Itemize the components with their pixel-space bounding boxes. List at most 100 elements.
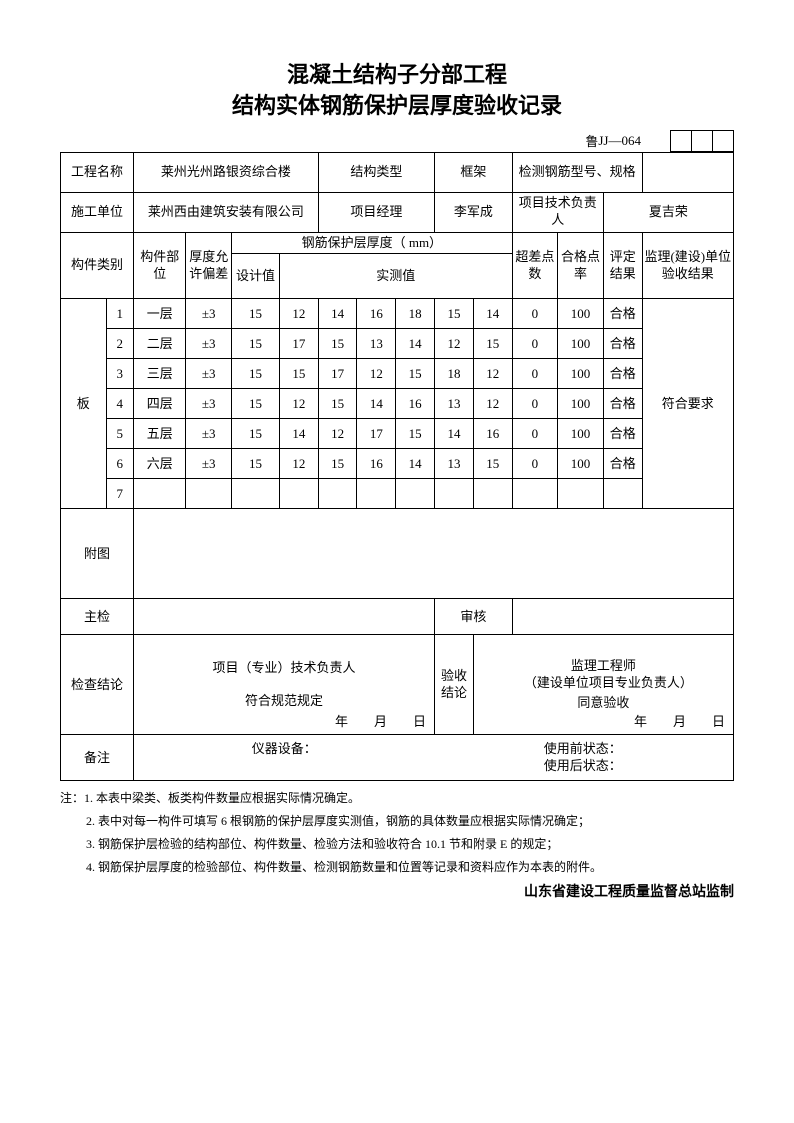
cell: 15 bbox=[396, 419, 435, 449]
remark-equip: 仪器设备： bbox=[135, 741, 434, 758]
cell: 四层 bbox=[133, 389, 185, 419]
cell: 12 bbox=[473, 389, 512, 419]
val-proj-name: 莱州光州路银资综合楼 bbox=[133, 152, 318, 192]
val-pm: 李军成 bbox=[435, 192, 513, 232]
cell: 100 bbox=[558, 359, 604, 389]
note-4: 4. 钢筋保护层厚度的检验部位、构件数量、检测钢筋数量和位置等记录和资料应作为本… bbox=[60, 856, 734, 879]
cell bbox=[396, 479, 435, 509]
cell: 15 bbox=[232, 359, 280, 389]
review-area bbox=[512, 599, 733, 635]
cell bbox=[435, 479, 474, 509]
accept-concl-body: 同意验收 bbox=[475, 695, 732, 712]
label-review: 审核 bbox=[435, 599, 513, 635]
table-row: 6六层±3151215161413150100合格 bbox=[61, 449, 734, 479]
cell: 15 bbox=[473, 329, 512, 359]
cell: 12 bbox=[279, 389, 318, 419]
table-row: 5五层±3151412171514160100合格 bbox=[61, 419, 734, 449]
check-concl-cell: 项目（专业）技术负责人 符合规范规定 年 月 日 bbox=[133, 635, 434, 735]
cell: 合格 bbox=[603, 359, 642, 389]
label-accept-concl: 验收结论 bbox=[435, 635, 474, 735]
label-pm: 项目经理 bbox=[318, 192, 434, 232]
remark-cell: 仪器设备： 使用前状态： 使用后状态： bbox=[133, 735, 733, 781]
cell: 0 bbox=[512, 329, 558, 359]
cell: 100 bbox=[558, 419, 604, 449]
form-code-boxes bbox=[671, 130, 734, 152]
code-box bbox=[670, 130, 692, 152]
cell: 15 bbox=[435, 299, 474, 329]
cell: 14 bbox=[473, 299, 512, 329]
cell bbox=[357, 479, 396, 509]
cell: 100 bbox=[558, 449, 604, 479]
note-3: 3. 钢筋保护层检验的结构部位、构件数量、检验方法和验收符合 10.1 节和附录… bbox=[60, 833, 734, 856]
cell: 16 bbox=[396, 389, 435, 419]
label-struct-type: 结构类型 bbox=[318, 152, 434, 192]
notes-prefix: 注： bbox=[60, 791, 84, 805]
note-2: 2. 表中对每一构件可填写 6 根钢筋的保护层厚度实测值，钢筋的具体数量应根据实… bbox=[60, 810, 734, 833]
cell: 15 bbox=[318, 389, 357, 419]
remark-after: 使用后状态： bbox=[434, 758, 733, 775]
cell: 12 bbox=[357, 359, 396, 389]
notes: 注：1. 本表中梁类、板类构件数量应根据实际情况确定。 2. 表中对每一构件可填… bbox=[60, 787, 734, 878]
cell: 二层 bbox=[133, 329, 185, 359]
cell: 15 bbox=[473, 449, 512, 479]
cell: 18 bbox=[396, 299, 435, 329]
cell: 5 bbox=[106, 419, 133, 449]
cell bbox=[279, 479, 318, 509]
cell: 15 bbox=[318, 449, 357, 479]
check-concl-date: 年 月 日 bbox=[335, 714, 426, 731]
cell: 14 bbox=[357, 389, 396, 419]
footer: 山东省建设工程质量监督总站监制 bbox=[60, 881, 734, 901]
label-remark: 备注 bbox=[61, 735, 134, 781]
attachment-area bbox=[133, 509, 733, 599]
cell: 2 bbox=[106, 329, 133, 359]
cell bbox=[603, 479, 642, 509]
cell: 0 bbox=[512, 419, 558, 449]
cell: 100 bbox=[558, 329, 604, 359]
accept-concl-head: 监理工程师 bbox=[475, 658, 732, 675]
cell: 15 bbox=[232, 299, 280, 329]
hdr-verdict: 评定结果 bbox=[603, 232, 642, 299]
cell: 五层 bbox=[133, 419, 185, 449]
title-line1: 混凝土结构子分部工程 bbox=[60, 60, 734, 91]
cell: 12 bbox=[473, 359, 512, 389]
cell: ±3 bbox=[186, 419, 232, 449]
title-line2: 结构实体钢筋保护层厚度验收记录 bbox=[60, 91, 734, 122]
cell: 13 bbox=[357, 329, 396, 359]
check-concl-head: 项目（专业）技术负责人 bbox=[135, 660, 433, 677]
cell bbox=[512, 479, 558, 509]
code-box bbox=[691, 130, 713, 152]
cell: 17 bbox=[357, 419, 396, 449]
cell: 15 bbox=[396, 359, 435, 389]
cell: 0 bbox=[512, 299, 558, 329]
cell: 15 bbox=[232, 389, 280, 419]
label-rebar-spec: 检测钢筋型号、规格 bbox=[512, 152, 642, 192]
cell: 合格 bbox=[603, 449, 642, 479]
cell: 0 bbox=[512, 449, 558, 479]
hdr-super: 监理(建设)单位验收结果 bbox=[642, 232, 733, 299]
cell: ±3 bbox=[186, 359, 232, 389]
accept-concl-cell: 监理工程师 （建设单位项目专业负责人） 同意验收 年 月 日 bbox=[473, 635, 733, 735]
cell: 16 bbox=[357, 299, 396, 329]
cell: 合格 bbox=[603, 299, 642, 329]
cell bbox=[133, 479, 185, 509]
cell: 0 bbox=[512, 389, 558, 419]
label-proj-name: 工程名称 bbox=[61, 152, 134, 192]
accept-concl-date: 年 月 日 bbox=[634, 714, 725, 731]
label-check-concl: 检查结论 bbox=[61, 635, 134, 735]
cell: 12 bbox=[435, 329, 474, 359]
supervisor-result: 符合要求 bbox=[642, 299, 733, 509]
val-contractor: 莱州西由建筑安装有限公司 bbox=[133, 192, 318, 232]
cell: ±3 bbox=[186, 299, 232, 329]
cell: 合格 bbox=[603, 329, 642, 359]
cell: 合格 bbox=[603, 419, 642, 449]
cell: ±3 bbox=[186, 329, 232, 359]
cell: 14 bbox=[279, 419, 318, 449]
cell: 16 bbox=[473, 419, 512, 449]
hdr-tol: 厚度允许偏差 bbox=[186, 232, 232, 299]
main-table: 工程名称 莱州光州路银资综合楼 结构类型 框架 检测钢筋型号、规格 施工单位 莱… bbox=[60, 152, 734, 782]
val-tech-lead: 夏吉荣 bbox=[603, 192, 733, 232]
cell: 15 bbox=[232, 419, 280, 449]
accept-concl-sub: （建设单位项目专业负责人） bbox=[475, 675, 732, 692]
form-number-row: 鲁 JJ—064 bbox=[60, 130, 734, 152]
cell: 15 bbox=[279, 359, 318, 389]
